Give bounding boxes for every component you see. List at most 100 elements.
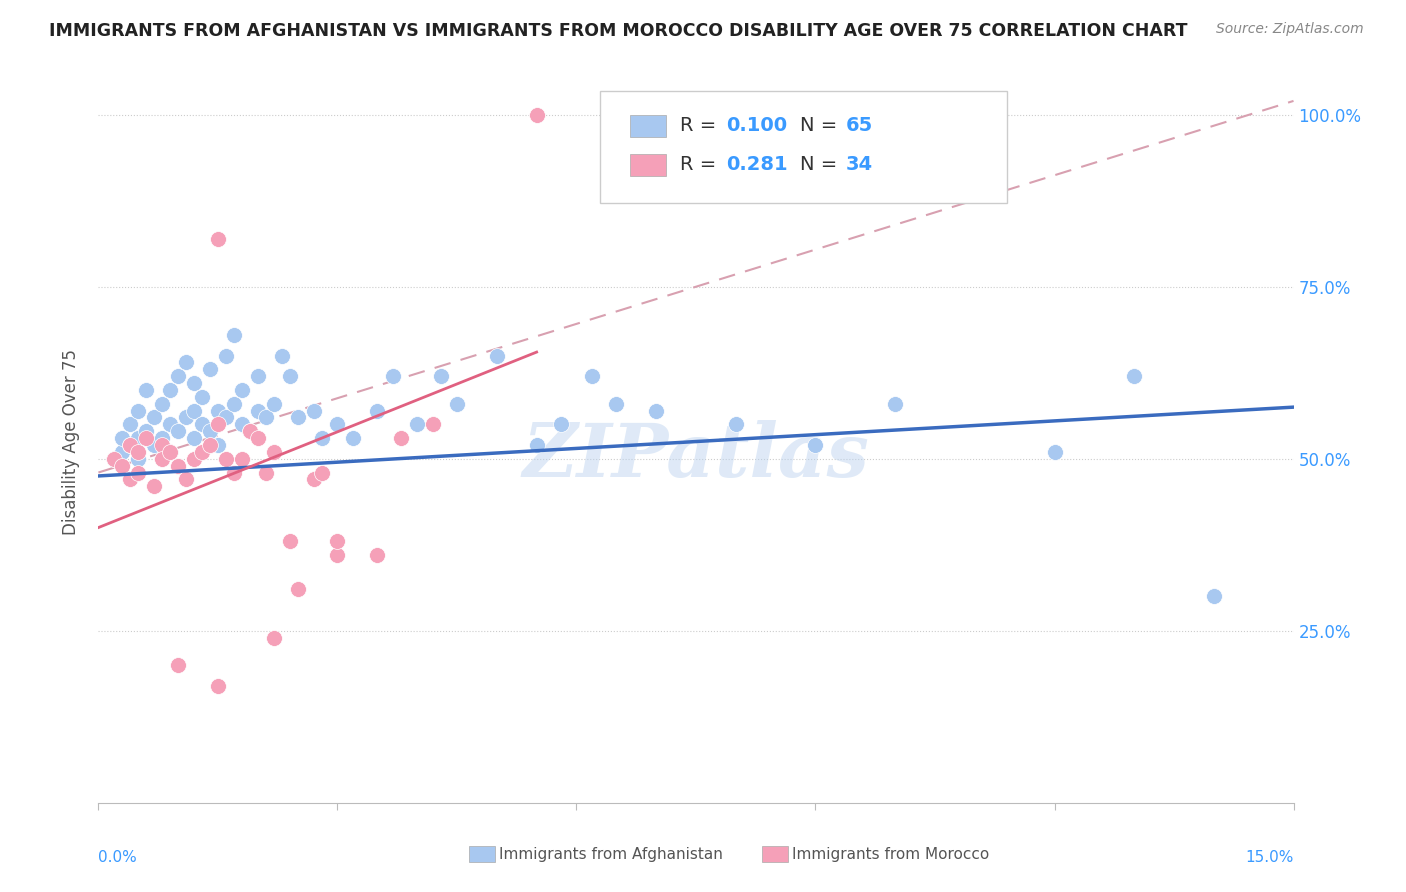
Point: [207, 231, 229, 245]
Point: [120, 438, 142, 452]
Point: [422, 417, 444, 432]
Point: [278, 369, 301, 384]
Point: [111, 431, 134, 445]
Text: ZIPatlas: ZIPatlas: [523, 420, 869, 492]
Point: [127, 451, 149, 466]
Point: [1202, 590, 1225, 604]
Point: [174, 355, 197, 369]
Point: [724, 417, 747, 432]
Point: [270, 349, 292, 363]
Text: 0.0%: 0.0%: [98, 850, 138, 864]
Point: [167, 458, 190, 473]
FancyBboxPatch shape: [470, 847, 495, 862]
Point: [246, 431, 269, 445]
Point: [263, 397, 285, 411]
Point: [215, 451, 238, 466]
Point: [302, 472, 325, 486]
Point: [485, 349, 508, 363]
Text: Immigrants from Afghanistan: Immigrants from Afghanistan: [499, 847, 723, 862]
Point: [183, 376, 205, 390]
Point: [222, 466, 245, 480]
Point: [207, 417, 229, 432]
Point: [159, 445, 181, 459]
Point: [222, 327, 245, 342]
FancyBboxPatch shape: [630, 115, 666, 136]
Point: [143, 438, 166, 452]
Point: [127, 431, 149, 445]
Point: [120, 472, 142, 486]
Point: [239, 424, 262, 438]
Point: [446, 397, 468, 411]
Point: [111, 458, 134, 473]
Point: [207, 438, 229, 452]
Point: [278, 534, 301, 549]
Point: [884, 397, 907, 411]
Point: [246, 369, 269, 384]
Point: [254, 466, 277, 480]
Point: [183, 403, 205, 417]
Point: [167, 369, 190, 384]
Point: [581, 369, 603, 384]
FancyBboxPatch shape: [600, 91, 1007, 203]
Point: [111, 445, 134, 459]
Point: [804, 438, 827, 452]
Point: [159, 417, 181, 432]
Point: [183, 431, 205, 445]
Text: R =: R =: [681, 155, 723, 174]
Point: [1123, 369, 1146, 384]
Point: [287, 582, 309, 597]
Point: [246, 403, 269, 417]
Point: [302, 403, 325, 417]
Point: [191, 390, 214, 404]
Point: [605, 397, 627, 411]
Point: [326, 534, 349, 549]
Text: 34: 34: [845, 155, 873, 174]
FancyBboxPatch shape: [762, 847, 787, 862]
Point: [263, 631, 285, 645]
Text: N =: N =: [800, 116, 844, 136]
Point: [103, 451, 125, 466]
Text: 0.100: 0.100: [725, 116, 787, 136]
Point: [150, 431, 173, 445]
Point: [103, 451, 125, 466]
Point: [120, 417, 142, 432]
Point: [198, 424, 221, 438]
Point: [127, 445, 149, 459]
FancyBboxPatch shape: [630, 154, 666, 176]
Point: [366, 403, 388, 417]
Text: IMMIGRANTS FROM AFGHANISTAN VS IMMIGRANTS FROM MOROCCO DISABILITY AGE OVER 75 CO: IMMIGRANTS FROM AFGHANISTAN VS IMMIGRANT…: [49, 22, 1188, 40]
Point: [198, 362, 221, 376]
Point: [174, 472, 197, 486]
Point: [159, 445, 181, 459]
Point: [406, 417, 429, 432]
Point: [167, 658, 190, 673]
Point: [342, 431, 364, 445]
Y-axis label: Disability Age Over 75: Disability Age Over 75: [62, 349, 80, 534]
Point: [389, 431, 412, 445]
Point: [231, 417, 253, 432]
Point: [150, 451, 173, 466]
Point: [231, 451, 253, 466]
Point: [191, 417, 214, 432]
Text: Source: ZipAtlas.com: Source: ZipAtlas.com: [1216, 22, 1364, 37]
Point: [366, 548, 388, 562]
Point: [135, 424, 157, 438]
Point: [143, 410, 166, 425]
Point: [215, 349, 238, 363]
Point: [150, 397, 173, 411]
Point: [222, 397, 245, 411]
Point: [183, 451, 205, 466]
Text: 0.281: 0.281: [725, 155, 787, 174]
Point: [526, 108, 548, 122]
Point: [159, 383, 181, 397]
Point: [207, 679, 229, 693]
Point: [326, 417, 349, 432]
Text: N =: N =: [800, 155, 844, 174]
Point: [326, 548, 349, 562]
Point: [430, 369, 453, 384]
Point: [207, 403, 229, 417]
Text: Immigrants from Morocco: Immigrants from Morocco: [792, 847, 988, 862]
Point: [150, 438, 173, 452]
Point: [167, 424, 190, 438]
Text: 65: 65: [845, 116, 873, 136]
